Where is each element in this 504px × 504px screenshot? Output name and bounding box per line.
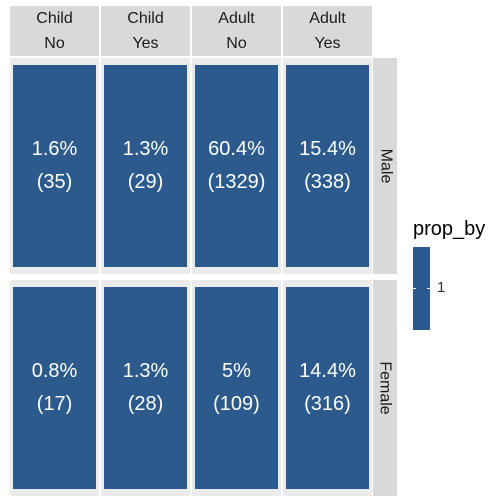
column-strip-line2: No — [226, 35, 247, 52]
tile-percent-label: 1.3% — [122, 138, 169, 160]
tile-count-label: (35) — [36, 171, 73, 193]
tile-count-label: (338) — [304, 171, 351, 193]
column-strip-line1: Adult — [218, 10, 255, 27]
tile-percent-label: 1.3% — [122, 360, 169, 382]
column-strip-line1: Child — [36, 10, 73, 27]
heatmap-tile: 1.3% (29) — [104, 65, 187, 267]
legend-colorbar — [413, 247, 430, 330]
heatmap-tile: 5% (109) — [195, 287, 278, 489]
column-strip: Adult Yes — [283, 6, 372, 56]
column-strip-line1: Child — [127, 10, 164, 27]
tile-count-label: (17) — [36, 393, 73, 415]
legend-tick-label: 1 — [437, 279, 446, 296]
row-strip-label: Male — [377, 148, 394, 184]
row-strip-label: Female — [377, 361, 395, 415]
heatmap-tile: 60.4% (1329) — [195, 65, 278, 267]
tile-count-label: (316) — [304, 393, 351, 415]
tile-count-label: (1329) — [207, 171, 266, 193]
tile-count-label: (29) — [127, 171, 164, 193]
row-strip: Male — [373, 58, 397, 274]
column-strip-line1: Adult — [309, 10, 346, 27]
heatmap-tile: 0.8% (17) — [13, 287, 96, 489]
legend-tick-mark-right — [427, 288, 430, 289]
column-strip-line2: Yes — [314, 35, 341, 52]
heatmap-tile: 1.3% (28) — [104, 287, 187, 489]
tile-count-label: (109) — [213, 393, 260, 415]
column-strip: Child Yes — [101, 6, 190, 56]
column-strip-line2: Yes — [132, 35, 159, 52]
column-strip: Adult No — [192, 6, 281, 56]
heatmap-tile: 15.4% (338) — [286, 65, 369, 267]
tile-percent-label: 5% — [222, 360, 251, 382]
tile-count-label: (28) — [127, 393, 164, 415]
heatmap-tile: 14.4% (316) — [286, 287, 369, 489]
legend-tick-mark-left — [413, 288, 416, 289]
tile-percent-label: 14.4% — [299, 360, 356, 382]
heatmap-tile: 1.6% (35) — [13, 65, 96, 267]
tile-percent-label: 60.4% — [208, 138, 265, 160]
column-strip-line2: No — [44, 35, 65, 52]
tile-percent-label: 15.4% — [299, 138, 356, 160]
legend-title: prop_by — [413, 218, 486, 240]
row-strip: Female — [373, 280, 397, 496]
tile-percent-label: 1.6% — [31, 138, 78, 160]
column-strip: Child No — [10, 6, 99, 56]
tile-percent-label: 0.8% — [31, 360, 78, 382]
